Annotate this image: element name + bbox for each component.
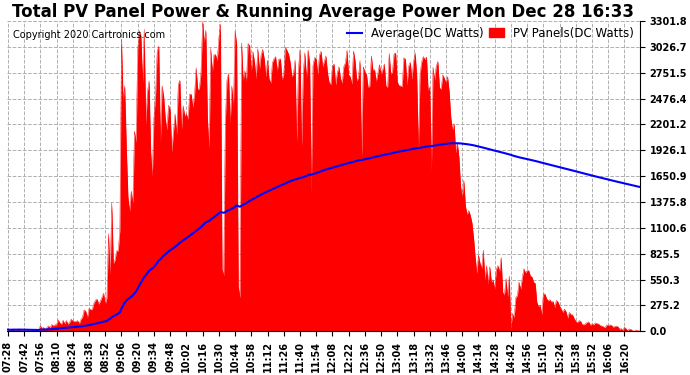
Text: Copyright 2020 Cartronics.com: Copyright 2020 Cartronics.com	[13, 30, 166, 40]
Title: Total PV Panel Power & Running Average Power Mon Dec 28 16:33: Total PV Panel Power & Running Average P…	[12, 3, 635, 21]
Legend: Average(DC Watts), PV Panels(DC Watts): Average(DC Watts), PV Panels(DC Watts)	[347, 27, 634, 40]
